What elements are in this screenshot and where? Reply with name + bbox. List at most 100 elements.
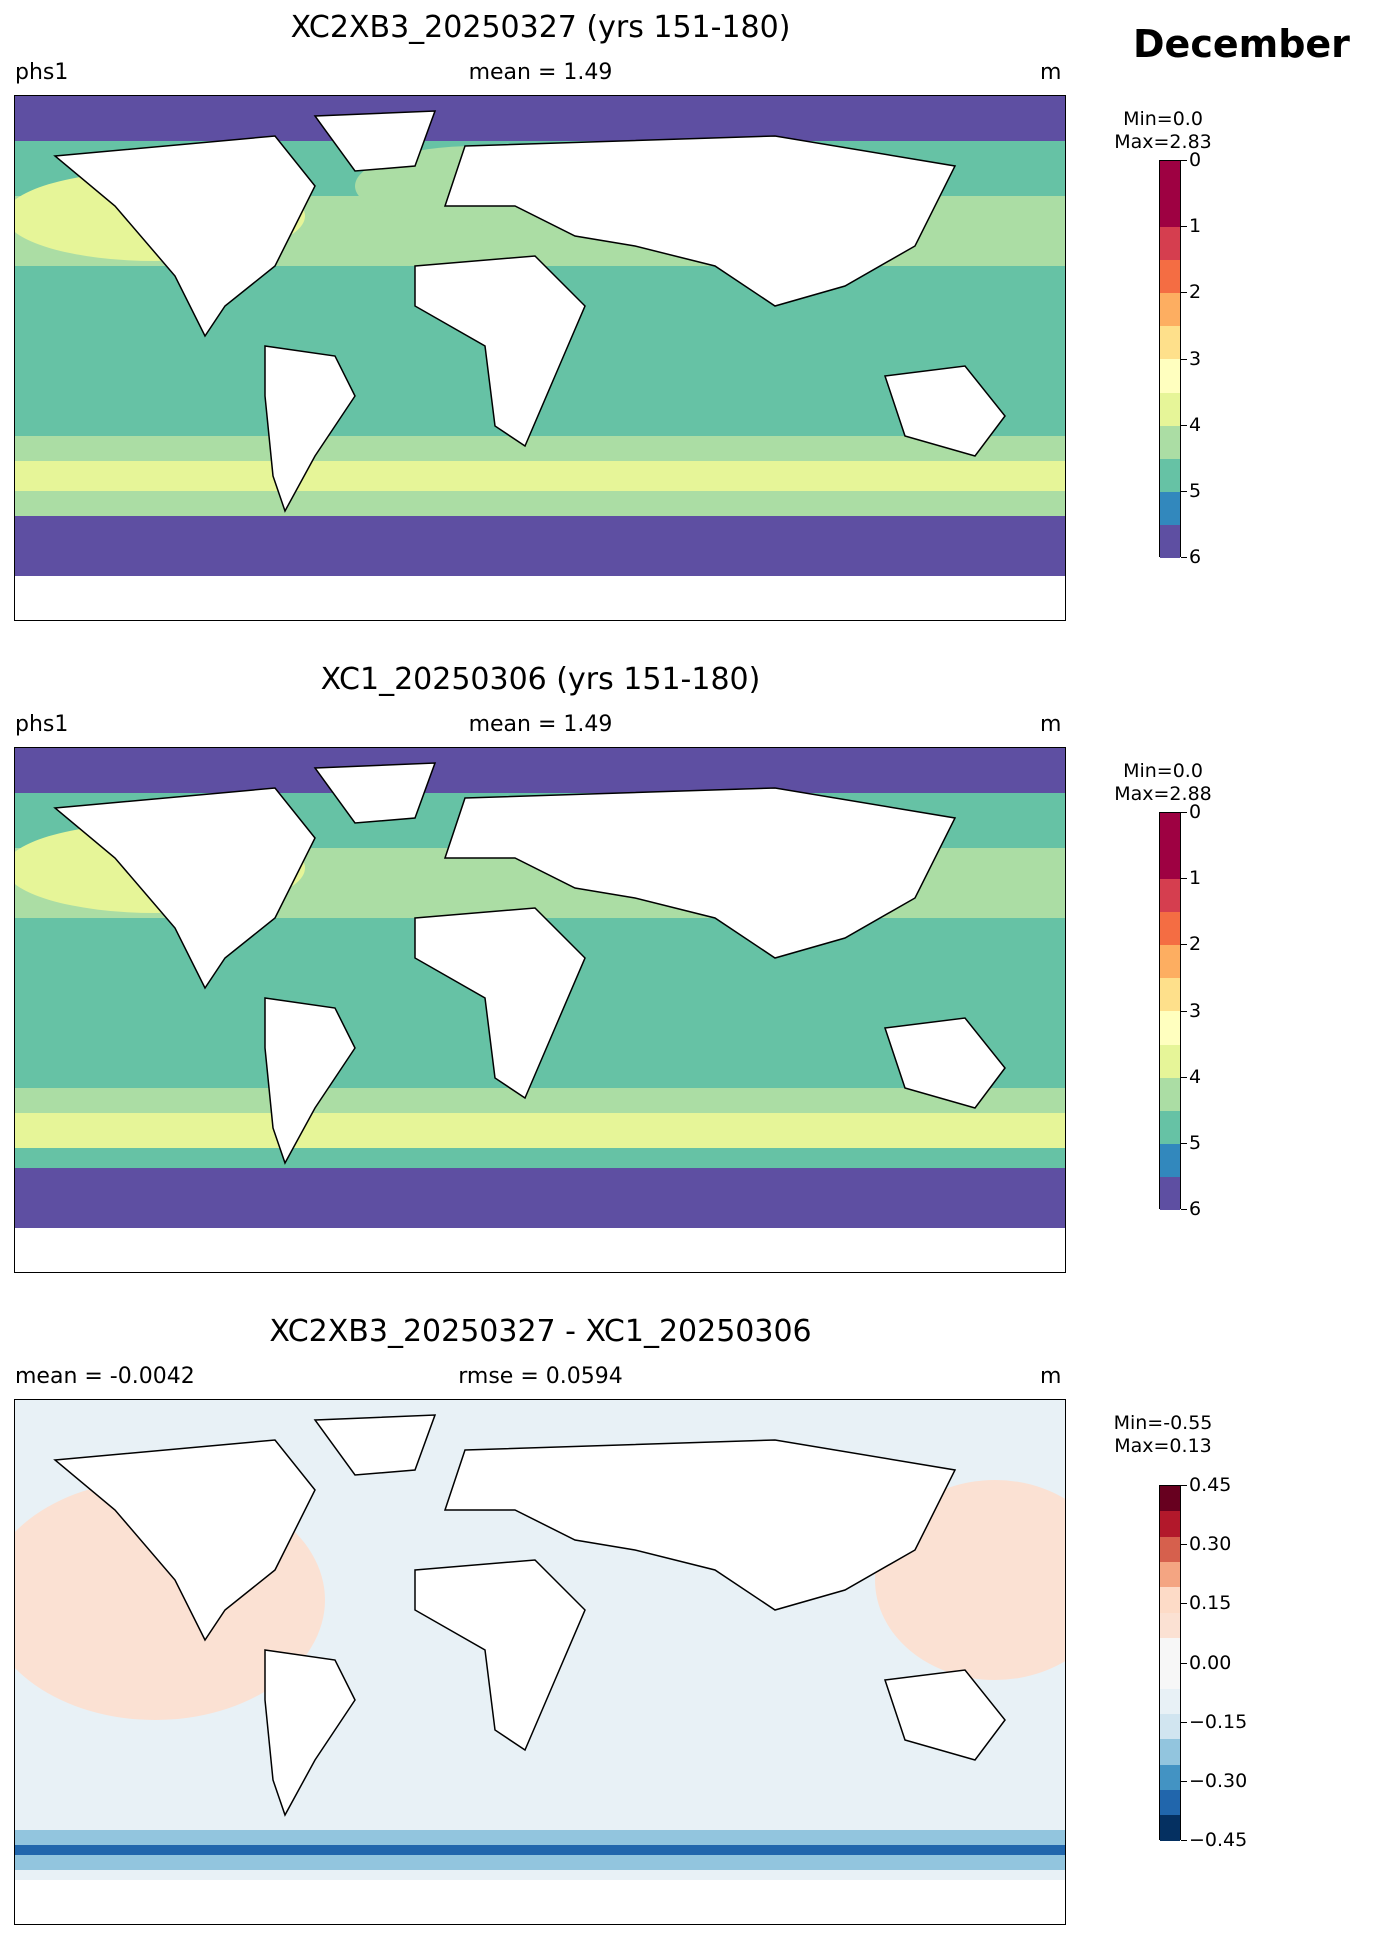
southern-ocean-strong-negative <box>15 1845 1065 1855</box>
greenland <box>313 110 437 172</box>
panel-1-min-value: Min=0.0 <box>1123 108 1203 130</box>
colorbar-segment <box>1160 392 1180 426</box>
colorbar-tick-label: 5 <box>1189 1131 1202 1154</box>
colorbar-segment <box>1160 1663 1180 1689</box>
colorbar-segment <box>1160 1764 1180 1791</box>
colorbar-tick-label: 0.00 <box>1189 1651 1232 1674</box>
panel-1-colorbar-stats: Min=0.0 Max=2.83 <box>1108 108 1218 154</box>
arctic-band <box>15 748 1065 793</box>
colorbar-tick-mark <box>1181 358 1187 360</box>
panel-1-units-label: m <box>1040 60 1062 85</box>
panel-2-mean-label: mean = 1.49 <box>468 712 613 737</box>
colorbar-segment <box>1160 260 1180 294</box>
eurasia <box>443 135 957 307</box>
colorbar-tick-mark <box>1181 1780 1187 1782</box>
colorbar-segment <box>1160 1612 1180 1639</box>
colorbar-segment <box>1160 227 1180 261</box>
colorbar-segment <box>1160 524 1180 558</box>
colorbar-tick-mark <box>1181 292 1187 294</box>
eurasia <box>443 1439 957 1611</box>
colorbar-tick-mark <box>1181 1721 1187 1723</box>
colorbar-tick-mark <box>1181 944 1187 946</box>
south-america <box>264 345 356 513</box>
south-midlat-peak <box>15 461 1065 496</box>
colorbar-segment <box>1160 1815 1180 1841</box>
colorbar-tick-label: 1 <box>1189 867 1202 890</box>
colorbar-segment <box>1160 1638 1180 1664</box>
colorbar-segment <box>1160 161 1180 195</box>
colorbar-tick-label: 6 <box>1189 546 1202 568</box>
south-band-edge <box>15 491 1065 516</box>
australia <box>883 1017 1006 1109</box>
colorbar-tick-mark <box>1181 1485 1187 1486</box>
colorbar-segment <box>1160 879 1180 913</box>
colorbar-tick-mark <box>1181 1603 1187 1605</box>
colorbar-tick-label: −0.45 <box>1189 1829 1248 1851</box>
panel-1-map-svg <box>15 96 1065 620</box>
colorbar-segment <box>1160 1714 1180 1740</box>
africa <box>414 255 586 448</box>
antarctica <box>15 1228 1065 1272</box>
colorbar-segment <box>1160 912 1180 946</box>
north-america <box>53 135 316 338</box>
antarctica <box>15 576 1065 620</box>
panel-3-map-svg <box>15 1400 1065 1924</box>
colorbar-segment <box>1160 1587 1180 1613</box>
panel-3-mean-label: mean = -0.0042 <box>15 1364 195 1389</box>
colorbar-segment <box>1160 293 1180 327</box>
colorbar-segment <box>1160 945 1180 979</box>
north-america <box>53 787 316 990</box>
colorbar-tick-mark <box>1181 1010 1187 1012</box>
colorbar-tick-mark <box>1181 557 1187 558</box>
colorbar-tick-mark <box>1181 1662 1187 1664</box>
australia <box>883 365 1006 457</box>
colorbar-tick-mark <box>1181 878 1187 880</box>
greenland <box>313 1414 437 1476</box>
panel-2-map-svg <box>15 748 1065 1272</box>
colorbar-segment <box>1160 1011 1180 1045</box>
panel-1-mean-label: mean = 1.49 <box>468 60 613 85</box>
panel-3-rmse-label: rmse = 0.0594 <box>458 1364 623 1389</box>
panel-2-variable-label: phs1 <box>15 712 69 737</box>
colorbar-tick-label: −0.30 <box>1189 1769 1248 1792</box>
colorbar-tick-label: 5 <box>1189 479 1202 502</box>
colorbar-segment <box>1160 1562 1180 1588</box>
colorbar-segment <box>1160 425 1180 459</box>
south-midlat-peak <box>15 1113 1065 1148</box>
colorbar-segment <box>1160 1176 1180 1210</box>
colorbar-segment <box>1160 978 1180 1012</box>
panel-3-units-label: m <box>1040 1364 1062 1389</box>
colorbar-tick-mark <box>1181 424 1187 426</box>
colorbar-tick-label: −0.15 <box>1189 1710 1248 1733</box>
panel-3-map <box>14 1399 1066 1925</box>
month-label: December <box>1133 22 1350 66</box>
panel-2-max-value: Max=2.88 <box>1114 783 1212 805</box>
colorbar-tick-label: 4 <box>1189 413 1202 436</box>
greenland <box>313 762 437 824</box>
colorbar-tick-mark <box>1181 160 1187 161</box>
colorbar-tick-mark <box>1181 490 1187 492</box>
north-america <box>53 1439 316 1642</box>
panel-2-colorbar <box>1159 812 1181 1210</box>
panel-3-title: XC2XB3_20250327 - XC1_20250306 <box>269 1314 812 1349</box>
colorbar-tick-label: 3 <box>1189 999 1202 1022</box>
colorbar-tick-mark <box>1181 226 1187 228</box>
panel-1-map <box>14 95 1066 621</box>
colorbar-segment <box>1160 1688 1180 1715</box>
colorbar-segment <box>1160 1739 1180 1765</box>
colorbar-tick-mark <box>1181 1840 1187 1841</box>
panel-1-colorbar <box>1159 160 1181 558</box>
antarctica <box>15 1880 1065 1924</box>
colorbar-segment <box>1160 1486 1180 1512</box>
colorbar-tick-mark <box>1181 812 1187 813</box>
colorbar-tick-label: 0 <box>1189 801 1202 823</box>
panel-1-variable-label: phs1 <box>15 60 69 85</box>
colorbar-segment <box>1160 1077 1180 1111</box>
colorbar-segment <box>1160 1110 1180 1144</box>
colorbar-tick-mark <box>1181 1142 1187 1144</box>
colorbar-tick-label: 0.30 <box>1189 1533 1232 1556</box>
colorbar-tick-mark <box>1181 1209 1187 1210</box>
colorbar-tick-label: 6 <box>1189 1198 1202 1220</box>
colorbar-tick-mark <box>1181 1544 1187 1546</box>
colorbar-segment <box>1160 1143 1180 1177</box>
